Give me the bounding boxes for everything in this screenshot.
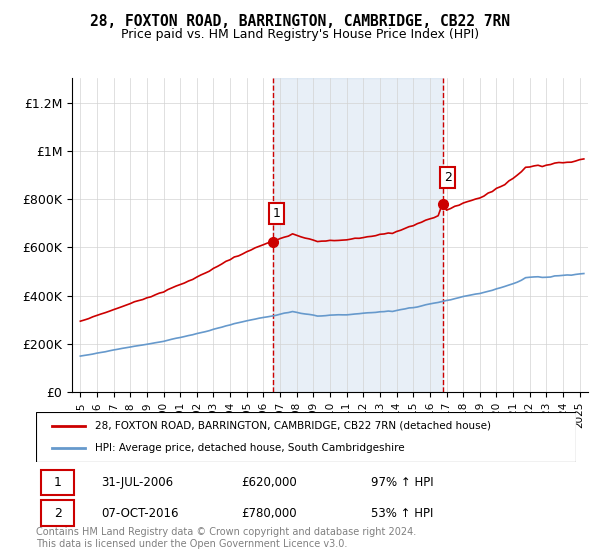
Text: 1: 1 xyxy=(272,207,280,220)
Text: 2: 2 xyxy=(444,171,452,184)
Text: 28, FOXTON ROAD, BARRINGTON, CAMBRIDGE, CB22 7RN (detached house): 28, FOXTON ROAD, BARRINGTON, CAMBRIDGE, … xyxy=(95,421,491,431)
Text: HPI: Average price, detached house, South Cambridgeshire: HPI: Average price, detached house, Sout… xyxy=(95,443,405,453)
FancyBboxPatch shape xyxy=(36,412,576,462)
Text: Price paid vs. HM Land Registry's House Price Index (HPI): Price paid vs. HM Land Registry's House … xyxy=(121,28,479,41)
Text: 28, FOXTON ROAD, BARRINGTON, CAMBRIDGE, CB22 7RN: 28, FOXTON ROAD, BARRINGTON, CAMBRIDGE, … xyxy=(90,14,510,29)
Text: 31-JUL-2006: 31-JUL-2006 xyxy=(101,477,173,489)
FancyBboxPatch shape xyxy=(41,469,74,495)
Text: 53% ↑ HPI: 53% ↑ HPI xyxy=(371,507,433,520)
Text: 07-OCT-2016: 07-OCT-2016 xyxy=(101,507,178,520)
Text: 2: 2 xyxy=(53,507,62,520)
Text: £780,000: £780,000 xyxy=(241,507,297,520)
Text: £620,000: £620,000 xyxy=(241,477,297,489)
Text: Contains HM Land Registry data © Crown copyright and database right 2024.
This d: Contains HM Land Registry data © Crown c… xyxy=(36,527,416,549)
FancyBboxPatch shape xyxy=(41,501,74,526)
Text: 97% ↑ HPI: 97% ↑ HPI xyxy=(371,477,433,489)
Text: 1: 1 xyxy=(53,477,62,489)
Bar xyxy=(273,78,443,392)
